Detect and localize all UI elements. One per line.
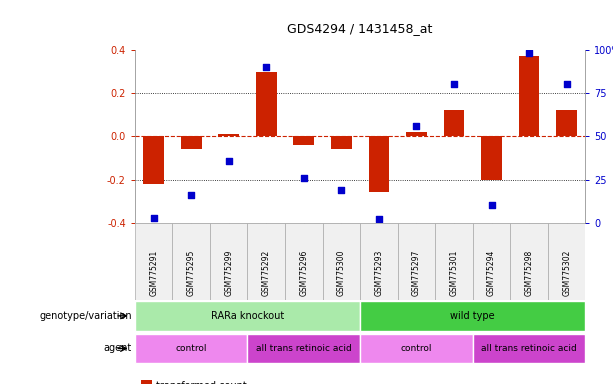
Bar	[248, 334, 360, 363]
Bar	[322, 223, 360, 300]
Bar	[218, 134, 239, 136]
Point	[411, 123, 421, 129]
Point	[337, 187, 346, 193]
Text: RARa knockout: RARa knockout	[211, 311, 284, 321]
Text: genotype/variation: genotype/variation	[39, 311, 132, 321]
Bar	[557, 111, 577, 136]
Text: GSM775300: GSM775300	[337, 249, 346, 296]
Text: wild type: wild type	[451, 311, 495, 321]
Text: GSM775302: GSM775302	[562, 249, 571, 296]
Text: transformed count: transformed count	[156, 381, 247, 384]
Point	[299, 175, 309, 181]
Text: GSM775298: GSM775298	[525, 250, 533, 296]
Bar	[435, 223, 473, 300]
Text: GSM775297: GSM775297	[412, 249, 421, 296]
Point	[449, 81, 459, 88]
Text: control: control	[401, 344, 432, 353]
Text: GSM775296: GSM775296	[299, 249, 308, 296]
Text: GSM775299: GSM775299	[224, 249, 233, 296]
Bar	[398, 223, 435, 300]
Text: control: control	[175, 344, 207, 353]
Bar	[331, 136, 352, 149]
Bar	[135, 301, 360, 331]
Bar	[444, 111, 464, 136]
Bar	[360, 334, 473, 363]
Bar	[360, 223, 398, 300]
Text: agent: agent	[104, 343, 132, 354]
Point	[374, 216, 384, 222]
Bar	[294, 136, 314, 145]
Bar	[360, 301, 585, 331]
Text: GSM775292: GSM775292	[262, 250, 271, 296]
Text: GSM775295: GSM775295	[187, 249, 196, 296]
Text: all trans retinoic acid: all trans retinoic acid	[481, 344, 577, 353]
Point	[261, 64, 271, 70]
Text: all trans retinoic acid: all trans retinoic acid	[256, 344, 352, 353]
Bar	[285, 223, 322, 300]
Bar	[368, 136, 389, 192]
Bar	[210, 223, 248, 300]
Bar	[519, 56, 539, 136]
Bar	[181, 136, 202, 149]
Bar	[473, 223, 510, 300]
Point	[186, 192, 196, 198]
Text: GDS4294 / 1431458_at: GDS4294 / 1431458_at	[287, 22, 433, 35]
Bar	[172, 223, 210, 300]
Point	[149, 214, 159, 220]
Point	[224, 157, 234, 164]
Bar	[406, 132, 427, 136]
Bar	[248, 223, 285, 300]
Bar	[135, 223, 172, 300]
Point	[487, 202, 497, 209]
Bar	[548, 223, 585, 300]
Text: GSM775293: GSM775293	[375, 249, 383, 296]
Bar	[510, 223, 548, 300]
Bar	[473, 334, 585, 363]
Bar	[135, 334, 248, 363]
Bar	[143, 136, 164, 184]
Bar	[481, 136, 502, 180]
Text: GSM775301: GSM775301	[449, 249, 459, 296]
Point	[562, 81, 571, 88]
Text: GSM775291: GSM775291	[149, 250, 158, 296]
Text: GSM775294: GSM775294	[487, 249, 496, 296]
Point	[524, 50, 534, 56]
Bar	[256, 71, 276, 136]
